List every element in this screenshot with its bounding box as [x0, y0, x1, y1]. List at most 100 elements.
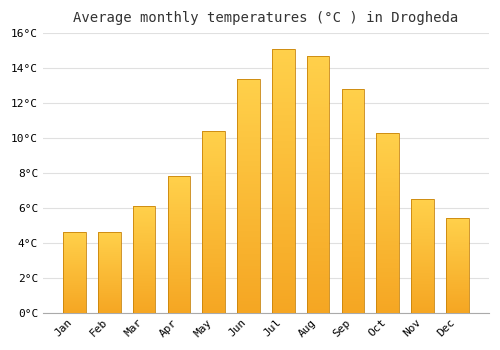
- Bar: [237, 251, 260, 254]
- Bar: [446, 312, 468, 313]
- Bar: [376, 263, 399, 265]
- Bar: [133, 289, 156, 290]
- Bar: [98, 304, 120, 306]
- Bar: [168, 222, 190, 224]
- Bar: [63, 267, 86, 268]
- Bar: [411, 300, 434, 301]
- Bar: [202, 219, 225, 222]
- Bar: [202, 306, 225, 308]
- Bar: [411, 236, 434, 237]
- Bar: [272, 158, 294, 161]
- Bar: [342, 164, 364, 167]
- Bar: [411, 240, 434, 242]
- Bar: [63, 232, 86, 233]
- Bar: [98, 310, 120, 311]
- Bar: [98, 285, 120, 286]
- Bar: [411, 228, 434, 229]
- Bar: [411, 206, 434, 208]
- Bar: [272, 121, 294, 125]
- Bar: [202, 256, 225, 258]
- Bar: [63, 253, 86, 254]
- Bar: [133, 250, 156, 251]
- Bar: [168, 187, 190, 188]
- Bar: [446, 239, 468, 241]
- Bar: [342, 193, 364, 195]
- Bar: [446, 295, 468, 296]
- Bar: [272, 102, 294, 105]
- Bar: [411, 234, 434, 236]
- Bar: [272, 184, 294, 187]
- Bar: [202, 236, 225, 238]
- Bar: [307, 94, 330, 98]
- Bar: [307, 245, 330, 248]
- Bar: [446, 260, 468, 261]
- Bar: [168, 176, 190, 313]
- Bar: [63, 245, 86, 246]
- Bar: [202, 176, 225, 179]
- Bar: [98, 311, 120, 312]
- Bar: [446, 274, 468, 275]
- Bar: [202, 140, 225, 142]
- Bar: [446, 252, 468, 254]
- Bar: [342, 271, 364, 273]
- Bar: [307, 226, 330, 229]
- Bar: [411, 252, 434, 253]
- Bar: [272, 164, 294, 168]
- Bar: [237, 134, 260, 137]
- Bar: [411, 233, 434, 235]
- Bar: [133, 307, 156, 309]
- Bar: [168, 221, 190, 222]
- Bar: [376, 162, 399, 164]
- Bar: [133, 299, 156, 301]
- Bar: [446, 271, 468, 273]
- Bar: [133, 311, 156, 313]
- Bar: [376, 216, 399, 218]
- Bar: [307, 271, 330, 274]
- Bar: [202, 190, 225, 192]
- Bar: [272, 125, 294, 128]
- Bar: [342, 167, 364, 170]
- Bar: [98, 232, 120, 313]
- Bar: [446, 236, 468, 237]
- Bar: [168, 257, 190, 258]
- Bar: [237, 169, 260, 172]
- Bar: [98, 294, 120, 295]
- Bar: [411, 209, 434, 210]
- Bar: [237, 128, 260, 131]
- Bar: [98, 300, 120, 301]
- Bar: [168, 304, 190, 306]
- Bar: [168, 229, 190, 231]
- Bar: [63, 247, 86, 248]
- Bar: [133, 309, 156, 310]
- Bar: [168, 239, 190, 241]
- Bar: [342, 268, 364, 271]
- Bar: [98, 264, 120, 265]
- Bar: [376, 304, 399, 306]
- Bar: [202, 292, 225, 294]
- Bar: [168, 188, 190, 190]
- Bar: [98, 272, 120, 273]
- Bar: [168, 284, 190, 285]
- Bar: [307, 130, 330, 133]
- Bar: [98, 286, 120, 287]
- Bar: [168, 214, 190, 216]
- Bar: [168, 200, 190, 202]
- Bar: [133, 298, 156, 299]
- Bar: [272, 161, 294, 164]
- Bar: [237, 137, 260, 140]
- Bar: [446, 224, 468, 225]
- Bar: [63, 232, 86, 313]
- Bar: [202, 283, 225, 285]
- Bar: [202, 199, 225, 201]
- Bar: [411, 286, 434, 287]
- Bar: [342, 246, 364, 248]
- Bar: [342, 145, 364, 148]
- Bar: [411, 257, 434, 259]
- Bar: [376, 194, 399, 196]
- Bar: [272, 247, 294, 250]
- Bar: [63, 289, 86, 290]
- Bar: [98, 284, 120, 285]
- Bar: [376, 299, 399, 301]
- Bar: [411, 222, 434, 223]
- Bar: [202, 156, 225, 158]
